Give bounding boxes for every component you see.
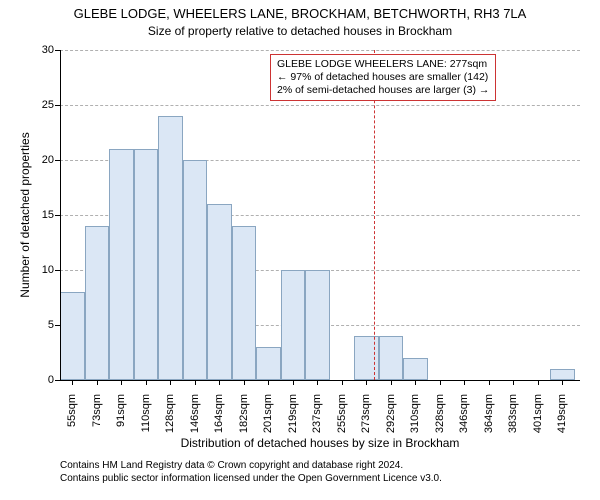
xtick-label: 128sqm <box>164 394 176 444</box>
ytick-mark <box>55 50 60 51</box>
ytick-mark <box>55 105 60 106</box>
xtick-mark <box>513 380 514 385</box>
histogram-bar <box>158 116 183 380</box>
histogram-bar <box>109 149 134 380</box>
xtick-label: 364sqm <box>483 394 495 444</box>
xtick-mark <box>72 380 73 385</box>
xtick-label: 255sqm <box>336 394 348 444</box>
ytick-mark <box>55 160 60 161</box>
xtick-mark <box>268 380 269 385</box>
annotation-line-2: ← 97% of detached houses are smaller (14… <box>277 71 489 84</box>
gridline <box>60 105 580 106</box>
xtick-label: 55sqm <box>66 394 78 444</box>
ytick-label: 25 <box>26 99 54 111</box>
xtick-label: 401sqm <box>532 394 544 444</box>
y-axis-line <box>60 50 61 380</box>
xtick-mark <box>391 380 392 385</box>
xtick-mark <box>195 380 196 385</box>
xtick-mark <box>562 380 563 385</box>
ytick-label: 5 <box>26 319 54 331</box>
xtick-label: 182sqm <box>238 394 250 444</box>
histogram-bar <box>281 270 306 380</box>
annotation-box: GLEBE LODGE WHEELERS LANE: 277sqm← 97% o… <box>270 54 496 101</box>
xtick-mark <box>489 380 490 385</box>
xtick-mark <box>121 380 122 385</box>
xtick-mark <box>219 380 220 385</box>
xtick-mark <box>366 380 367 385</box>
footnote-line-2: Contains public sector information licen… <box>60 473 442 484</box>
xtick-label: 73sqm <box>91 394 103 444</box>
ytick-mark <box>55 270 60 271</box>
xtick-label: 419sqm <box>556 394 568 444</box>
xtick-mark <box>146 380 147 385</box>
histogram-bar <box>550 369 575 380</box>
chart-title-sub: Size of property relative to detached ho… <box>0 24 600 38</box>
annotation-line-1: GLEBE LODGE WHEELERS LANE: 277sqm <box>277 58 489 71</box>
ytick-mark <box>55 380 60 381</box>
xtick-mark <box>170 380 171 385</box>
histogram-bar <box>183 160 208 380</box>
xtick-mark <box>464 380 465 385</box>
histogram-bar <box>256 347 281 380</box>
ytick-label: 30 <box>26 44 54 56</box>
ytick-mark <box>55 325 60 326</box>
histogram-bar <box>134 149 159 380</box>
xtick-label: 328sqm <box>434 394 446 444</box>
xtick-mark <box>342 380 343 385</box>
xtick-label: 146sqm <box>189 394 201 444</box>
xtick-mark <box>97 380 98 385</box>
xtick-label: 237sqm <box>311 394 323 444</box>
xtick-mark <box>244 380 245 385</box>
histogram-bar <box>60 292 85 380</box>
histogram-bar <box>403 358 428 380</box>
ytick-label: 0 <box>26 374 54 386</box>
xtick-mark <box>293 380 294 385</box>
xtick-mark <box>440 380 441 385</box>
xtick-label: 346sqm <box>458 394 470 444</box>
xtick-label: 310sqm <box>409 394 421 444</box>
xtick-mark <box>538 380 539 385</box>
xtick-label: 164sqm <box>213 394 225 444</box>
histogram-bar <box>85 226 110 380</box>
xtick-label: 292sqm <box>385 394 397 444</box>
histogram-bar <box>305 270 330 380</box>
histogram-bar <box>379 336 404 380</box>
xtick-label: 110sqm <box>140 394 152 444</box>
histogram-bar <box>207 204 232 380</box>
xtick-label: 91sqm <box>115 394 127 444</box>
ytick-mark <box>55 215 60 216</box>
histogram-bar <box>232 226 257 380</box>
xtick-mark <box>415 380 416 385</box>
ytick-label: 10 <box>26 264 54 276</box>
annotation-line-3: 2% of semi-detached houses are larger (3… <box>277 84 489 97</box>
gridline <box>60 50 580 51</box>
xtick-label: 201sqm <box>262 394 274 444</box>
xtick-label: 273sqm <box>360 394 372 444</box>
ytick-label: 15 <box>26 209 54 221</box>
ytick-label: 20 <box>26 154 54 166</box>
x-axis-line <box>60 380 580 381</box>
xtick-label: 383sqm <box>507 394 519 444</box>
footnote-line-1: Contains HM Land Registry data © Crown c… <box>60 460 403 471</box>
xtick-mark <box>317 380 318 385</box>
xtick-label: 219sqm <box>287 394 299 444</box>
chart-title-main: GLEBE LODGE, WHEELERS LANE, BROCKHAM, BE… <box>0 6 600 21</box>
